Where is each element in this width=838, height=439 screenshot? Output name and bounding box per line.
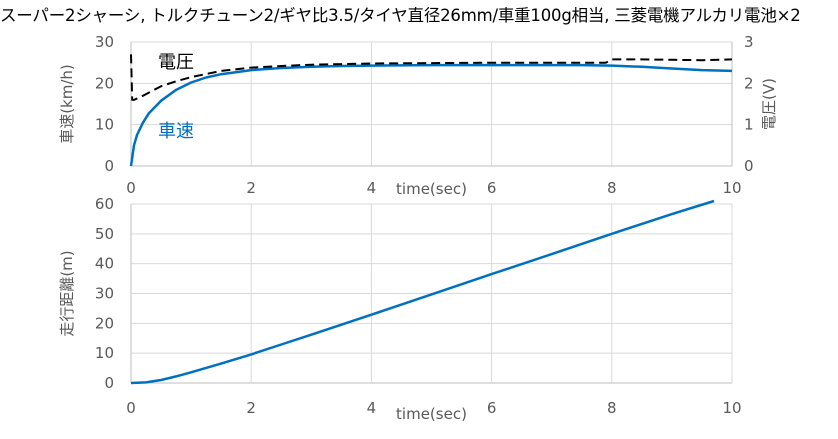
speed-series-line (129, 63, 733, 167)
y-tick-label: 20 (95, 74, 114, 92)
x-tick-label: 10 (722, 179, 741, 197)
x-tick-label: 8 (607, 179, 617, 197)
y-tick-label: 30 (95, 33, 114, 51)
x-tick-label: 0 (126, 399, 136, 417)
y-tick-label: 30 (95, 285, 114, 303)
x-tick-label: 8 (607, 399, 617, 417)
y2-tick-label: 2 (744, 74, 754, 92)
x-tick-label: 6 (487, 179, 497, 197)
y-tick-label: 20 (95, 314, 114, 332)
x-tick-label: 2 (246, 399, 256, 417)
x-axis-label: time(sec) (396, 405, 467, 423)
y2-tick-label: 1 (744, 116, 754, 134)
y-tick-label: 10 (95, 344, 114, 362)
x-tick-label: 6 (487, 399, 497, 417)
distance-series-line (130, 199, 715, 385)
y-tick-label: 40 (95, 255, 114, 273)
x-tick-label: 10 (722, 399, 741, 417)
chart-title: スーパー2シャーシ, トルクチューン2/ギヤ比3.5/タイヤ直径26mm/車重1… (0, 6, 801, 25)
y-tick-label: 0 (104, 157, 114, 175)
x-axis-label: time(sec) (396, 180, 467, 198)
y-axis-label: 車速(km/h) (58, 64, 76, 144)
y2-axis-label: 電圧(V) (760, 78, 778, 130)
y2-tick-label: 3 (744, 33, 754, 51)
y-tick-label: 10 (95, 116, 114, 134)
y-tick-label: 60 (95, 195, 114, 213)
x-tick-label: 4 (367, 179, 377, 197)
speed-annotation: 車速 (158, 121, 194, 142)
y-tick-label: 50 (95, 225, 114, 243)
x-tick-label: 4 (367, 399, 377, 417)
voltage-series-line (130, 54, 733, 101)
y-tick-label: 0 (104, 374, 114, 392)
x-tick-label: 2 (246, 179, 256, 197)
x-tick-label: 0 (126, 179, 136, 197)
y-axis-label: 走行距離(m) (58, 250, 76, 336)
y2-tick-label: 0 (744, 157, 754, 175)
voltage-annotation: 電圧 (158, 52, 194, 73)
